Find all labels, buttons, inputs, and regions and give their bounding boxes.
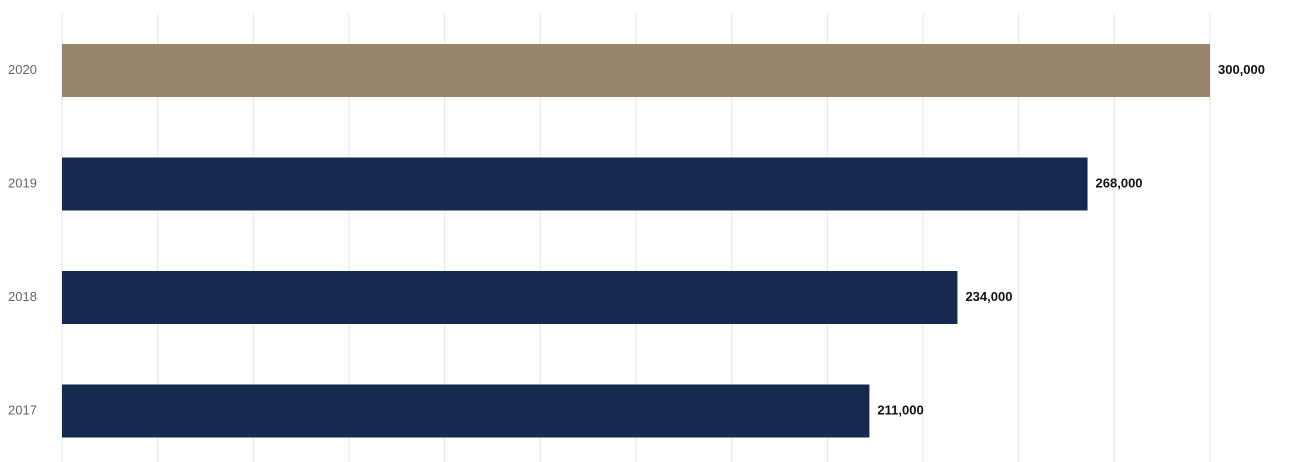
value-label-2018: 234,000	[965, 289, 1012, 304]
value-label-2020: 300,000	[1218, 62, 1265, 77]
value-label-2019: 268,000	[1096, 175, 1143, 190]
category-label-2019: 2019	[8, 175, 37, 190]
value-labels: 300,000 268,000 234,000 211,000	[877, 62, 1265, 418]
category-label-2017: 2017	[8, 402, 37, 417]
bar-2020	[62, 44, 1210, 97]
value-label-2017: 211,000	[877, 402, 923, 417]
category-labels: 2020 2019 2018 2017	[8, 62, 37, 418]
bar-2018	[62, 271, 958, 324]
bar-2019	[62, 157, 1088, 211]
category-label-2020: 2020	[8, 62, 37, 77]
category-label-2018: 2018	[8, 289, 37, 304]
bars	[62, 44, 1210, 438]
bar-2017	[62, 384, 870, 438]
